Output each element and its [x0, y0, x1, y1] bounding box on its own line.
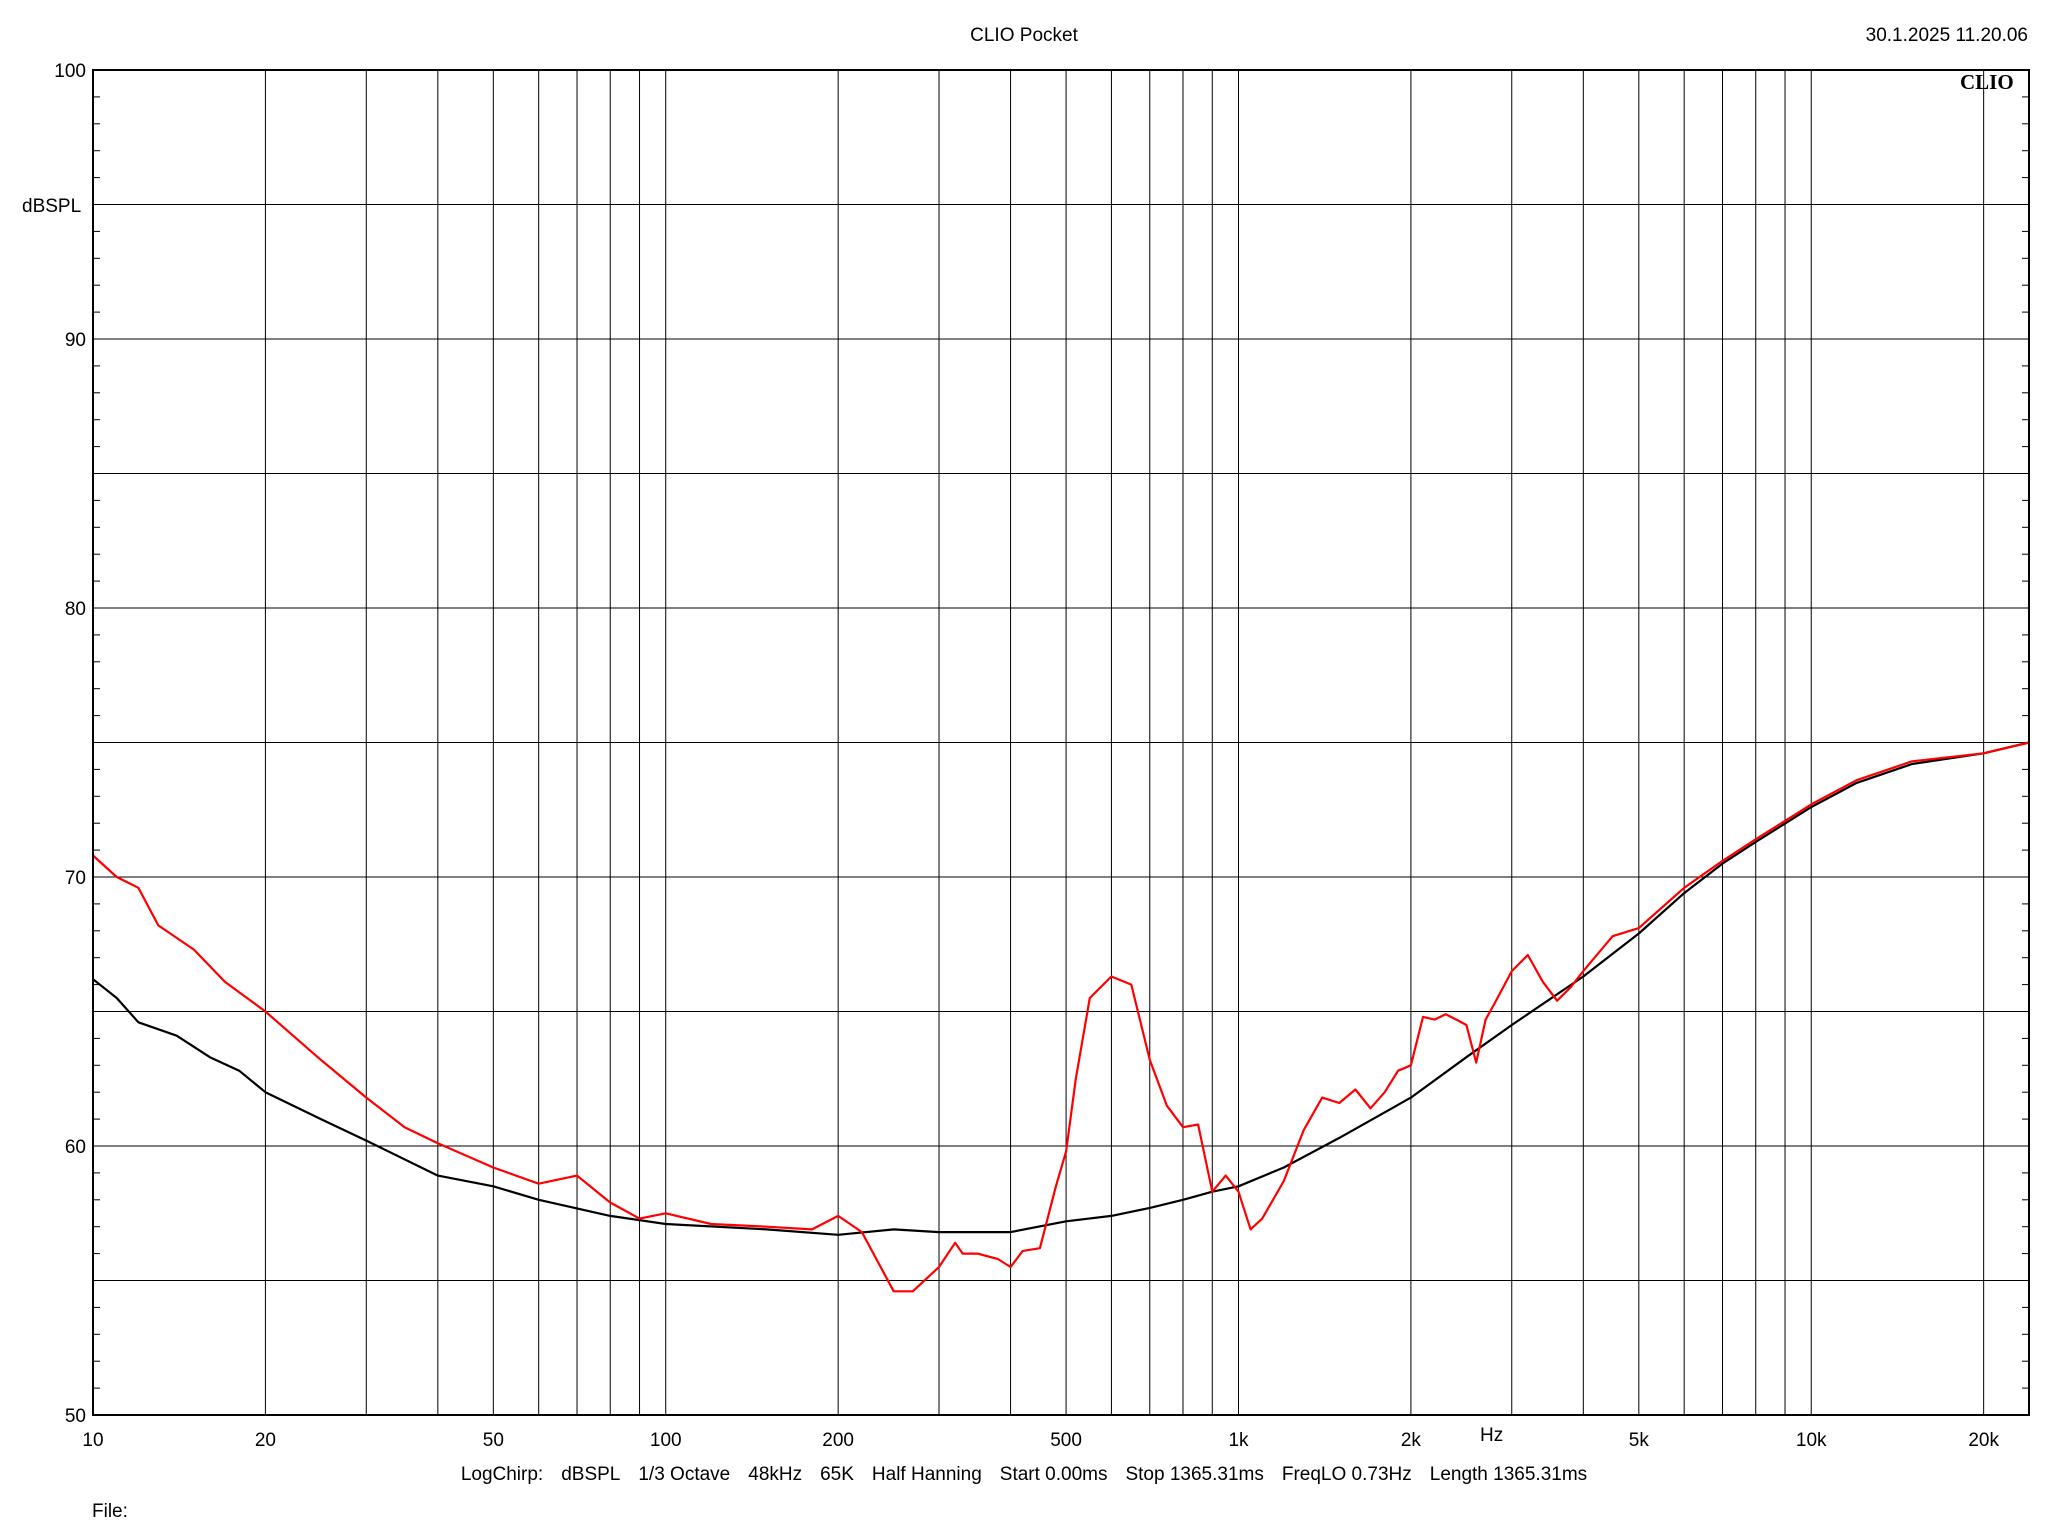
y-tick-labels: 50 60 70 80 90 100 — [54, 61, 86, 1427]
chart-title: CLIO Pocket — [970, 25, 1078, 46]
series-group — [92, 741, 2030, 1293]
x-tick-label: 50 — [483, 1430, 504, 1451]
setting-stop: Stop 1365.31ms — [1125, 1464, 1264, 1485]
setting-length: Length 1365.31ms — [1429, 1464, 1588, 1485]
x-tick-label: 20k — [1968, 1430, 1999, 1451]
series-line-black — [92, 741, 2030, 1236]
timestamp: 30.1.2025 11.20.06 — [1865, 25, 2028, 46]
y-tick-label: 60 — [65, 1137, 86, 1158]
x-tick-label: 10k — [1796, 1430, 1827, 1451]
x-tick-label: 2k — [1401, 1430, 1422, 1451]
axis-ticks — [93, 69, 2029, 1416]
y-tick-label: 90 — [65, 330, 86, 351]
setting-samplerate: 48kHz — [748, 1464, 803, 1485]
x-axis-unit-label: Hz — [1480, 1425, 1504, 1446]
x-tick-label: 500 — [1050, 1430, 1082, 1451]
y-tick-label: 100 — [54, 61, 86, 82]
setting-window: Half Hanning — [871, 1464, 982, 1485]
y-axis-label: dBSPL — [22, 196, 82, 217]
y-tick-label: 80 — [65, 599, 86, 620]
plot-frame — [92, 69, 2030, 1416]
file-label: File: — [92, 1501, 128, 1522]
clio-logo: CLIO — [1960, 70, 2014, 94]
x-tick-label: 100 — [650, 1430, 682, 1451]
x-tick-label: 5k — [1629, 1430, 1650, 1451]
x-tick-labels: 10 20 50 100 200 500 1k 2k 5k 10k 20k — [82, 1430, 1999, 1451]
grid-lines — [93, 70, 2029, 1415]
x-tick-label: 20 — [255, 1430, 276, 1451]
setting-freqlo: FreqLO 0.73Hz — [1281, 1464, 1412, 1485]
x-tick-label: 1k — [1228, 1430, 1249, 1451]
y-tick-label: 50 — [65, 1406, 86, 1427]
y-tick-label: 70 — [65, 868, 86, 889]
setting-mode: LogChirp: — [460, 1464, 544, 1485]
setting-start: Start 0.00ms — [999, 1464, 1108, 1485]
setting-smoothing: 1/3 Octave — [638, 1464, 731, 1485]
setting-unit: dBSPL — [561, 1464, 621, 1485]
x-tick-label: 200 — [822, 1430, 854, 1451]
series-line-red — [92, 741, 2030, 1293]
setting-size: 65K — [820, 1464, 854, 1485]
x-tick-label: 10 — [82, 1430, 103, 1451]
measurement-settings: LogChirp: dBSPL 1/3 Octave 48kHz 65K Half Han… — [0, 1465, 2048, 1484]
